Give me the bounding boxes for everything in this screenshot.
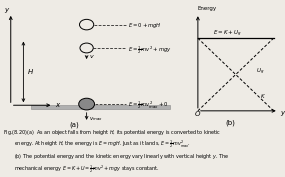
Text: $H$: $H$ [27, 67, 34, 76]
Text: (b) The potential energy and the kinetic energy vary linearly with vertical heig: (b) The potential energy and the kinetic… [14, 152, 229, 161]
Text: energy. At height $H$, the energy is $E = mgH$. Just as it lands, $E = \frac{1}{: energy. At height $H$, the energy is $E … [14, 138, 191, 150]
Circle shape [79, 98, 95, 110]
Text: $E = \frac{1}{2}mv^2_{max} + 0$: $E = \frac{1}{2}mv^2_{max} + 0$ [128, 99, 168, 111]
Text: $v$: $v$ [89, 53, 95, 61]
Text: mechanical energy $E = K + U = \frac{1}{2}mv^2 + mgy$ stays constant.: mechanical energy $E = K + U = \frac{1}{… [14, 163, 160, 175]
Text: Fig.(8.20)(a)  As an object falls from height $H$, its potential energy is conve: Fig.(8.20)(a) As an object falls from he… [3, 128, 221, 137]
Text: (b): (b) [226, 119, 235, 126]
Text: $O$: $O$ [194, 109, 201, 118]
Text: $E = 0 + mgH$: $E = 0 + mgH$ [128, 21, 162, 30]
Text: $y$: $y$ [280, 109, 285, 118]
Text: $x$: $x$ [55, 101, 61, 109]
Text: $U_g$: $U_g$ [256, 67, 265, 77]
Text: $v_{max}$: $v_{max}$ [89, 115, 103, 123]
Text: (a): (a) [69, 121, 79, 128]
Text: $K$: $K$ [260, 92, 266, 100]
Text: $E = K + U_g$: $E = K + U_g$ [213, 29, 242, 39]
Text: $y$: $y$ [5, 6, 11, 15]
Text: $E = \frac{1}{2}mv^2 + mgy$: $E = \frac{1}{2}mv^2 + mgy$ [128, 44, 172, 56]
Bar [31, 105, 170, 109]
Text: Energy: Energy [197, 6, 216, 11]
